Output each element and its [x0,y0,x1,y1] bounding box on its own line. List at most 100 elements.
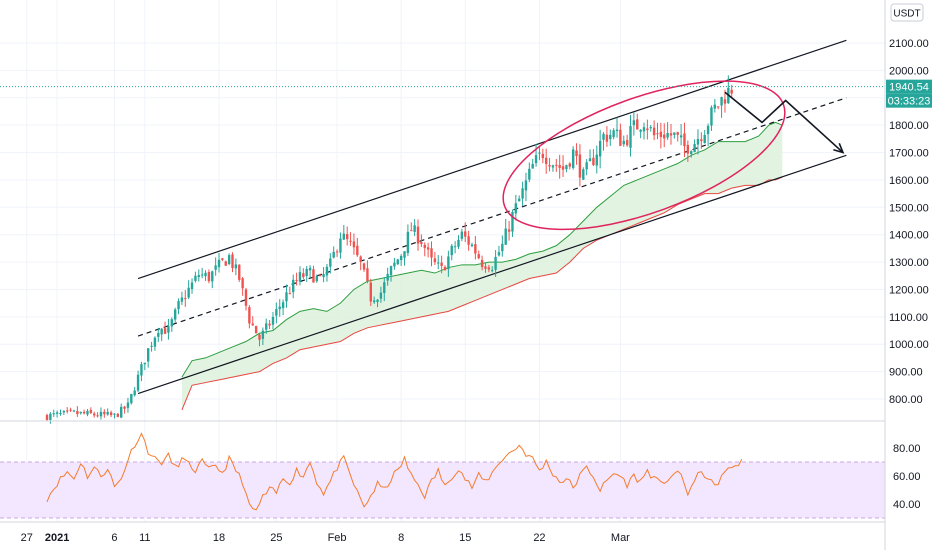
candle-body [116,413,120,417]
projection-arrowhead [833,142,845,154]
candle-body [605,134,609,142]
candle-body [598,140,602,157]
candle-body [457,239,460,247]
candle-body [491,270,494,272]
candle-body [403,251,406,258]
candle-body [298,272,302,282]
candle-body [538,152,541,154]
time-axis-ticks[interactable]: 27 2021 6 11 18 25 Feb 8 15 22 Mar [21,532,631,544]
candle-body [153,337,157,347]
time-tick-label: Feb [328,532,347,544]
time-tick-label: Mar [611,532,630,544]
candle-body [383,282,386,294]
rsi-tick-label: 60.00 [893,471,921,483]
candle-body [612,130,615,138]
candle-body [335,251,339,253]
candle-body [386,273,389,281]
candle-body [106,412,109,415]
candle-body [639,129,642,132]
cloud-span-a [181,121,783,378]
candle-body [619,129,622,146]
candle-body [730,89,733,94]
currency-label: USDT [893,9,920,20]
candle-body [211,271,214,282]
candle-body [514,203,518,214]
candle-body [109,412,113,416]
candle-body [184,298,187,300]
time-tick-label: 18 [213,532,225,544]
channel-lower-line[interactable] [137,154,847,395]
candle-body [437,262,440,264]
candle-body [345,234,349,240]
candle-body [406,231,410,254]
candle-body [433,258,437,263]
candle-body [163,328,167,334]
candle-body [565,165,568,170]
time-tick-label: 25 [270,532,282,544]
candle-body [534,155,538,164]
candle-body [231,254,234,269]
candle-body [89,409,93,414]
candle-body [625,140,629,146]
candle-body [575,150,578,157]
candle-body [52,413,55,415]
drawing-annotations[interactable] [485,50,845,260]
highlight-ellipse[interactable] [485,50,803,260]
candle-body [136,374,140,391]
candle-body [295,280,298,282]
currency-selector[interactable]: USDT [890,3,924,22]
candle-body [305,268,308,276]
candle-body [531,163,534,169]
candle-body [501,243,504,252]
candle-body [423,244,426,249]
candle-body [474,244,477,254]
candle-body [352,241,356,248]
candle-body [447,256,450,270]
candle-body [244,289,248,306]
candle-body [551,165,555,168]
candle-body [507,229,511,232]
candle-body [663,134,666,139]
candle-body [649,127,652,129]
currency-box[interactable] [890,3,924,22]
candle-body [170,319,173,327]
candle-body [204,272,207,277]
candle-body [285,292,288,302]
cloud-span-b [181,176,783,411]
time-tick-label: 2021 [45,532,69,544]
candle-body [717,106,720,108]
candle-body [157,332,160,337]
candle-body [143,362,147,365]
time-tick-label: 8 [398,532,404,544]
candle-body [227,255,231,265]
candle-body [518,198,521,202]
candle-body [362,263,366,270]
candle-body [453,246,457,248]
candle-body [632,120,636,126]
candle-body [470,244,474,247]
projection-path[interactable] [724,91,844,154]
candle-body [679,135,683,138]
channel-mid-line[interactable] [137,97,847,337]
candle-body [369,282,372,302]
candle-body [319,275,322,277]
candle-body [420,242,423,244]
candle-body [690,151,693,155]
candle-body [96,415,99,417]
candle-body [602,133,605,140]
candle-body [265,323,268,330]
candle-body [693,144,696,153]
price-tick-label: 2000.00 [889,65,929,77]
price-tick-label: 1700.00 [889,148,929,160]
candle-body [123,406,126,409]
candle-body [426,247,430,250]
candle-body [494,256,497,270]
candle-body [356,245,359,256]
candle-body [349,240,352,242]
candle-body [126,402,130,408]
candle-body [275,309,278,316]
candle-body [251,323,254,326]
time-tick-label: 6 [111,532,117,544]
rsi-band [0,462,885,518]
